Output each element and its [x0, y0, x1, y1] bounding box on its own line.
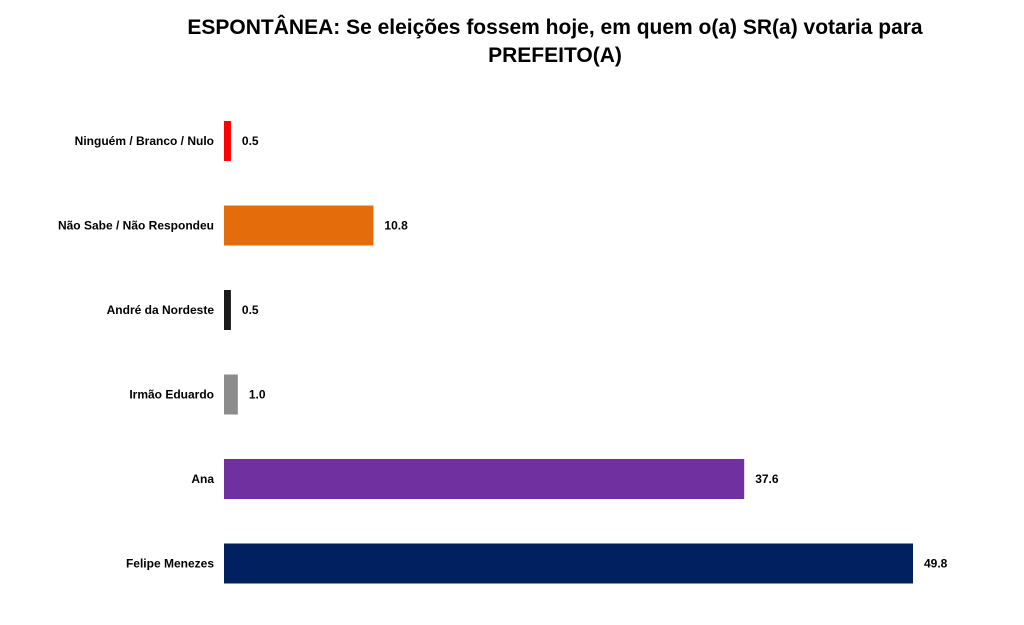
category-label-2: André da Nordeste — [107, 303, 215, 317]
bar-0 — [224, 121, 231, 161]
value-label-5: 49.8 — [924, 557, 948, 571]
category-label-3: Irmão Eduardo — [129, 388, 214, 402]
bar-1 — [224, 205, 374, 246]
value-label-1: 10.8 — [384, 219, 408, 233]
bar-2 — [224, 290, 231, 330]
category-label-4: Ana — [191, 472, 214, 486]
bar-5 — [224, 543, 913, 584]
bar-3 — [224, 374, 238, 415]
category-label-1: Não Sabe / Não Respondeu — [58, 219, 214, 233]
category-label-0: Ninguém / Branco / Nulo — [75, 134, 214, 148]
value-label-0: 0.5 — [242, 134, 259, 148]
value-label-4: 37.6 — [755, 472, 779, 486]
value-label-3: 1.0 — [249, 388, 266, 402]
category-label-5: Felipe Menezes — [126, 557, 214, 571]
value-label-2: 0.5 — [242, 303, 259, 317]
bar-4 — [224, 459, 745, 499]
chart-title: ESPONTÂNEA: Se eleições fossem hoje, em … — [187, 16, 923, 67]
